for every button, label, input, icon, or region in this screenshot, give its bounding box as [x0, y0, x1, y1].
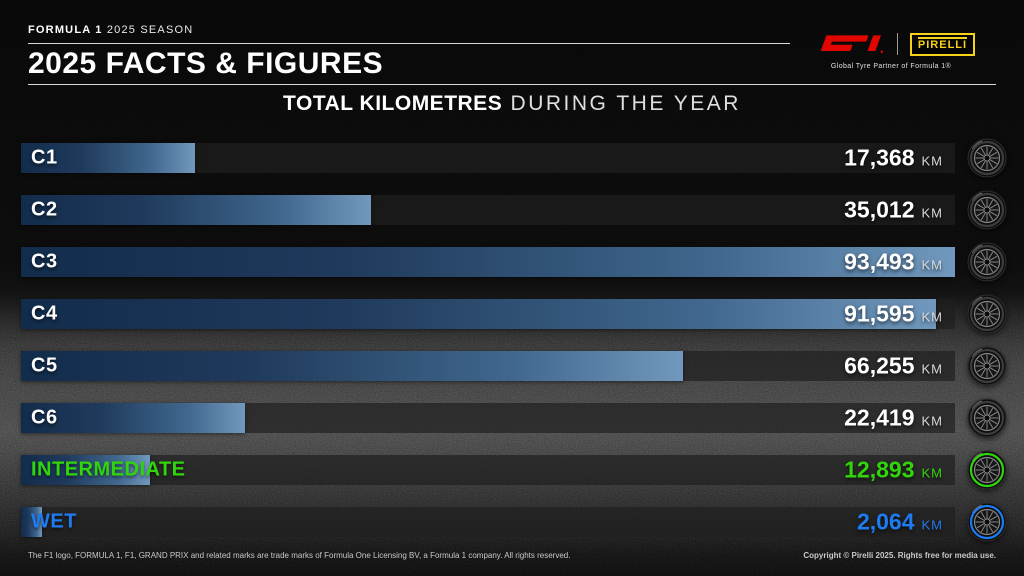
row-value: 2,064: [856, 508, 915, 535]
bar-track: C1 17,368 KM: [21, 143, 955, 173]
bar-fill: [21, 507, 42, 537]
page-title: 2025 FACTS & FIGURES: [28, 47, 384, 80]
slick-tyre-icon: [967, 398, 1007, 438]
slick-tyre-icon: [967, 190, 1007, 230]
row-label: INTERMEDIATE: [31, 458, 186, 481]
header-divider-bottom: [28, 84, 996, 85]
bar-track: INTERMEDIATE 12,893 KM: [21, 455, 955, 485]
row-value: 12,893: [844, 456, 915, 483]
row-unit: KM: [921, 465, 943, 481]
bar-track: C2 35,012 KM: [21, 195, 955, 225]
chart-row-c4: C4 91,595 KM: [21, 294, 1007, 334]
row-value-group: 35,012 KM: [844, 197, 943, 224]
row-unit: KM: [921, 361, 943, 377]
row-value-group: 66,255 KM: [844, 353, 943, 380]
row-unit: KM: [921, 517, 943, 533]
row-label: C4: [31, 302, 58, 325]
row-label: C1: [31, 146, 58, 169]
row-unit: KM: [921, 205, 943, 221]
bar-track: WET 2,064 KM: [21, 507, 955, 537]
row-value-group: 2,064 KM: [857, 509, 943, 536]
row-value-group: 17,368 KM: [844, 145, 943, 172]
pirelli-logo-text: PIRELLI: [917, 38, 968, 51]
chart-row-intermediate: INTERMEDIATE 12,893 KM: [21, 450, 1007, 490]
bar-fill: [21, 299, 937, 329]
wet-tyre-icon: [967, 502, 1007, 542]
chart-row-c6: C6 22,419 KM: [21, 398, 1007, 438]
row-value: 17,368: [844, 144, 915, 171]
pirelli-logo: PIRELLI: [909, 32, 976, 56]
row-unit: KM: [921, 257, 943, 273]
row-label: WET: [31, 510, 77, 533]
chart-row-c3: C3 93,493 KM: [21, 242, 1007, 282]
row-label: C3: [31, 250, 58, 273]
row-value-group: 93,493 KM: [844, 249, 943, 276]
chart-row-c5: C5 66,255 KM: [21, 346, 1007, 386]
row-value-group: 91,595 KM: [844, 301, 943, 328]
bar-track: C6 22,419 KM: [21, 403, 955, 433]
bar-fill: [21, 195, 371, 225]
bar-track: C3 93,493 KM: [21, 247, 955, 277]
row-unit: KM: [921, 309, 943, 325]
row-value: 22,419: [844, 404, 915, 431]
intermediate-tyre-icon: [967, 450, 1007, 490]
pirelli-logo-bar: [917, 36, 968, 39]
row-value-group: 12,893 KM: [844, 457, 943, 484]
chart-row-c1: C1 17,368 KM: [21, 138, 1007, 178]
slick-tyre-icon: [967, 346, 1007, 386]
row-unit: KM: [921, 413, 943, 429]
bar-track: C5 66,255 KM: [21, 351, 955, 381]
row-value: 35,012: [844, 196, 915, 223]
bar-fill: [21, 403, 245, 433]
row-label: C6: [31, 406, 58, 429]
bar-track: C4 91,595 KM: [21, 299, 955, 329]
row-label: C2: [31, 198, 58, 221]
row-value: 66,255: [844, 352, 915, 379]
chart-row-c2: C2 35,012 KM: [21, 190, 1007, 230]
season-eyebrow-rest: 2025 SEASON: [102, 24, 194, 36]
bar-fill: [21, 455, 150, 485]
brand-logos: PIRELLI Global Tyre Partner of Formula 1…: [786, 31, 996, 70]
slick-tyre-icon: [967, 138, 1007, 178]
slick-tyre-icon: [967, 294, 1007, 334]
slick-tyre-icon: [967, 242, 1007, 282]
chart-title-bold: TOTAL KILOMETRES: [283, 92, 503, 115]
row-value-group: 22,419 KM: [844, 405, 943, 432]
footer-trademark-text: The F1 logo, FORMULA 1, F1, GRAND PRIX a…: [28, 551, 571, 560]
row-value: 91,595: [844, 300, 915, 327]
partner-caption: Global Tyre Partner of Formula 1®: [830, 63, 952, 70]
f1-logo-icon: [820, 35, 884, 54]
bar-fill: [21, 247, 955, 277]
logo-separator: [896, 33, 898, 55]
chart-title-light: DURING THE YEAR: [502, 92, 741, 115]
bar-fill: [21, 143, 195, 173]
row-unit: KM: [921, 153, 943, 169]
header-divider-top: [28, 43, 790, 44]
footer-copyright-text: Copyright © Pirelli 2025. Rights free fo…: [803, 551, 996, 560]
bar-fill: [21, 351, 683, 381]
chart-title: TOTAL KILOMETRES DURING THE YEAR: [0, 92, 1024, 116]
season-eyebrow: FORMULA 1 2025 SEASON: [28, 24, 193, 36]
row-label: C5: [31, 354, 58, 377]
row-value: 93,493: [844, 248, 915, 275]
chart-row-wet: WET 2,064 KM: [21, 502, 1007, 542]
season-eyebrow-bold: FORMULA 1: [28, 24, 103, 36]
